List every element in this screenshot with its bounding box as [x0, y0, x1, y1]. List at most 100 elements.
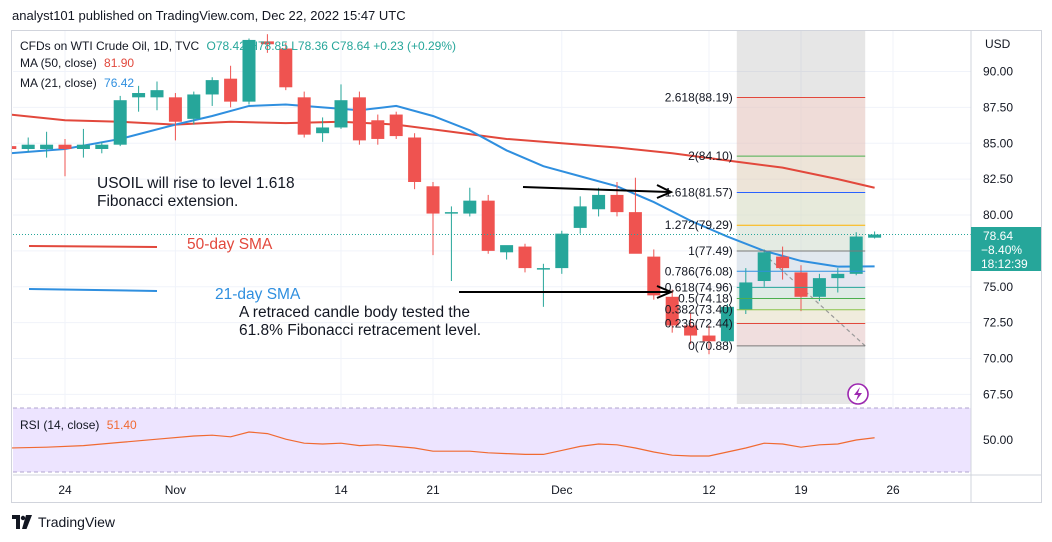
x-tick-label: Nov [165, 483, 186, 497]
fib-level-label: 0.382(73.40) [665, 303, 733, 317]
legend-rsi-label: RSI (14, close) [20, 418, 100, 432]
candle-body [573, 206, 587, 228]
candle-body [647, 256, 661, 296]
fib-band [736, 156, 866, 193]
price-box-change: −8.40% [981, 243, 1022, 257]
candle-body [555, 233, 569, 269]
tradingview-logo-icon [12, 515, 32, 529]
fib-band [736, 309, 866, 324]
candle-body [684, 325, 698, 336]
y-tick-label: 87.50 [983, 100, 1013, 114]
candle-body [58, 144, 72, 149]
candle-body [132, 93, 146, 98]
fib-level-label: 1.272(79.29) [665, 218, 733, 232]
fib-level-label: 1(77.49) [688, 244, 733, 258]
fib-level-label: 1.618(81.57) [665, 185, 733, 199]
moving-averages [12, 103, 875, 268]
candle-body [408, 137, 422, 182]
y-tick-label: 70.00 [983, 352, 1013, 366]
y-axis-currency: USD [985, 37, 1011, 51]
y-tick-label: 82.50 [983, 172, 1013, 186]
fib-level-label: 0.786(76.08) [665, 264, 733, 278]
candle-body [536, 268, 550, 270]
rsi-line [12, 431, 875, 457]
arrow-to-0618-head [656, 285, 674, 299]
fib-level-label: 0.5(74.18) [678, 292, 733, 306]
retrace-annotation-line2: 61.8% Fibonacci retracement level. [239, 322, 481, 339]
arrow-to-1618-head [656, 184, 674, 199]
candle-body [757, 252, 771, 282]
legend-rsi-row: RSI (14, close) 51.40 [20, 418, 137, 432]
candle-body [776, 256, 790, 269]
candle-body [242, 39, 256, 102]
candle-body [224, 78, 238, 102]
ma50-line [12, 113, 875, 189]
legend-ohlc: O78.42 H78.85 L78.36 C78.64 +0.23 (+0.29… [206, 39, 457, 53]
candle-body [150, 90, 164, 98]
sma21-legend-line [28, 288, 158, 292]
candles-layer [12, 34, 971, 355]
candle-body [702, 335, 716, 342]
x-tick-label: 12 [702, 483, 716, 497]
arrow-to-1618-line [522, 186, 670, 193]
legend-ma21-label: MA (21, close) [20, 76, 97, 90]
candle-body [665, 296, 679, 326]
fibonacci-zone [736, 31, 866, 404]
candle-body [334, 100, 348, 128]
x-tick-label: 24 [58, 483, 72, 497]
fib-level-label: 2(84.10) [688, 149, 733, 163]
fib-level-label: 0.236(72.44) [665, 316, 733, 330]
candle-body [868, 234, 882, 238]
price-box-bg [971, 227, 1041, 271]
rsi-tick-label: 50.00 [983, 433, 1013, 447]
candle-body [389, 114, 403, 137]
candle-body [739, 282, 753, 310]
sma21-annotation: 21-day SMA [215, 286, 301, 303]
x-tick-label: 21 [426, 483, 440, 497]
flash-icon-bolt [854, 387, 862, 401]
sma50-annotation: 50-day SMA [187, 236, 273, 253]
candle-body [592, 194, 606, 210]
flash-icon[interactable] [847, 383, 869, 405]
fib-band [736, 97, 866, 157]
price-chart[interactable]: 2.618(88.19) 2(84.10) 1.618(81.57) 1.272(79… [12, 31, 1041, 502]
fib-level-label: 0(70.88) [688, 339, 733, 353]
fib-band [736, 323, 866, 346]
candle-body [426, 186, 440, 214]
candle-body [279, 48, 293, 88]
candle-body [205, 80, 219, 95]
fib-band [736, 225, 866, 252]
legend-ma21-value: 76.42 [104, 76, 135, 90]
x-tick-label: 19 [794, 483, 808, 497]
footer-brand-label: TradingView [38, 514, 116, 530]
candle-body [113, 100, 127, 145]
candle-body [444, 212, 458, 214]
price-box: 78.64 −8.40% 18:12:39 [971, 227, 1041, 271]
candle-body [12, 146, 17, 149]
candle-body [500, 245, 514, 253]
candle-body [831, 273, 845, 279]
candle-body [21, 144, 35, 149]
annotations-layer: USOIL will rise to level 1.618 Fibonacci… [28, 175, 674, 339]
candle-body [849, 236, 863, 274]
candle-body [316, 127, 330, 134]
rise-annotation-line1: USOIL will rise to level 1.618 [97, 175, 295, 192]
candle-body [95, 144, 109, 149]
x-tick-label: Dec [551, 483, 572, 497]
price-box-countdown: 18:12:39 [981, 257, 1028, 271]
candle-body [481, 200, 495, 251]
y-tick-label: 85.00 [983, 136, 1013, 150]
rise-annotation-line2: Fibonacci extension. [97, 193, 238, 210]
candle-body [76, 144, 90, 149]
y-tick-label: 80.00 [983, 208, 1013, 222]
sma50-legend-line [28, 245, 158, 248]
footer-brand[interactable]: TradingView [12, 514, 115, 530]
legend-symbol: CFDs on WTI Crude Oil, 1D, TVC [20, 39, 200, 53]
candle-body [352, 97, 366, 141]
y-tick-label: 67.50 [983, 387, 1013, 401]
fib-trend-line [763, 253, 866, 347]
y-tick-label: 72.50 [983, 316, 1013, 330]
legend-rsi-value: 51.40 [106, 418, 137, 432]
legend-ma50-row: MA (50, close) 81.90 [20, 56, 134, 70]
retrace-annotation-line1: A retraced candle body tested the [239, 304, 470, 321]
